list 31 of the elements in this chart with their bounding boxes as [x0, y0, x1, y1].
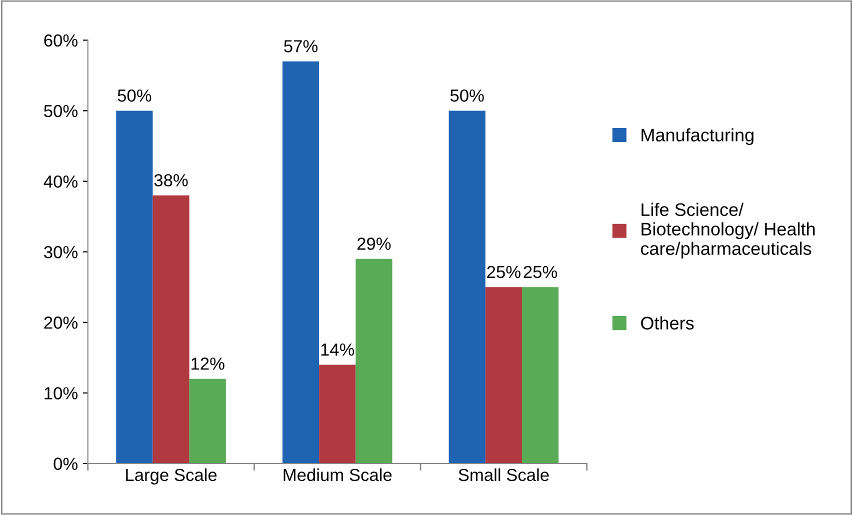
- data-label: 25%: [524, 266, 558, 278]
- bar: [448, 110, 486, 464]
- legend-label: Others: [641, 316, 694, 330]
- y-tick-label: 40%: [44, 175, 78, 188]
- x-tick-label: Small Scale: [458, 468, 549, 482]
- y-tick-label: 30%: [44, 246, 78, 258]
- data-label: 25%: [487, 266, 520, 278]
- data-label: 29%: [357, 238, 391, 250]
- bar: [522, 287, 559, 464]
- bar: [189, 378, 226, 464]
- x-tick-label: Medium Scale: [284, 468, 392, 482]
- y-tick-label: 0%: [54, 458, 78, 470]
- bar: [282, 61, 320, 464]
- data-label: 50%: [118, 89, 152, 102]
- bar: [485, 287, 522, 464]
- data-label: 12%: [192, 358, 224, 370]
- y-tick-label: 10%: [44, 387, 78, 400]
- y-tick-label: 60%: [44, 34, 78, 47]
- legend-label: Manufacturing: [642, 128, 754, 146]
- data-label: 57%: [284, 40, 318, 52]
- bar: [152, 195, 190, 464]
- legend-label: Life Science/ Biotechnology/ Health care/pharmaceuticals: [640, 202, 815, 259]
- bar: [116, 110, 153, 464]
- data-label: 50%: [450, 89, 484, 102]
- data-label: 14%: [321, 344, 354, 356]
- x-tick-label: Large Scale: [126, 468, 217, 485]
- y-tick-label: 50%: [44, 104, 78, 118]
- bar: [319, 364, 356, 464]
- y-tick-label: 20%: [44, 316, 78, 329]
- bar: [356, 258, 392, 464]
- data-label: 38%: [154, 174, 188, 186]
